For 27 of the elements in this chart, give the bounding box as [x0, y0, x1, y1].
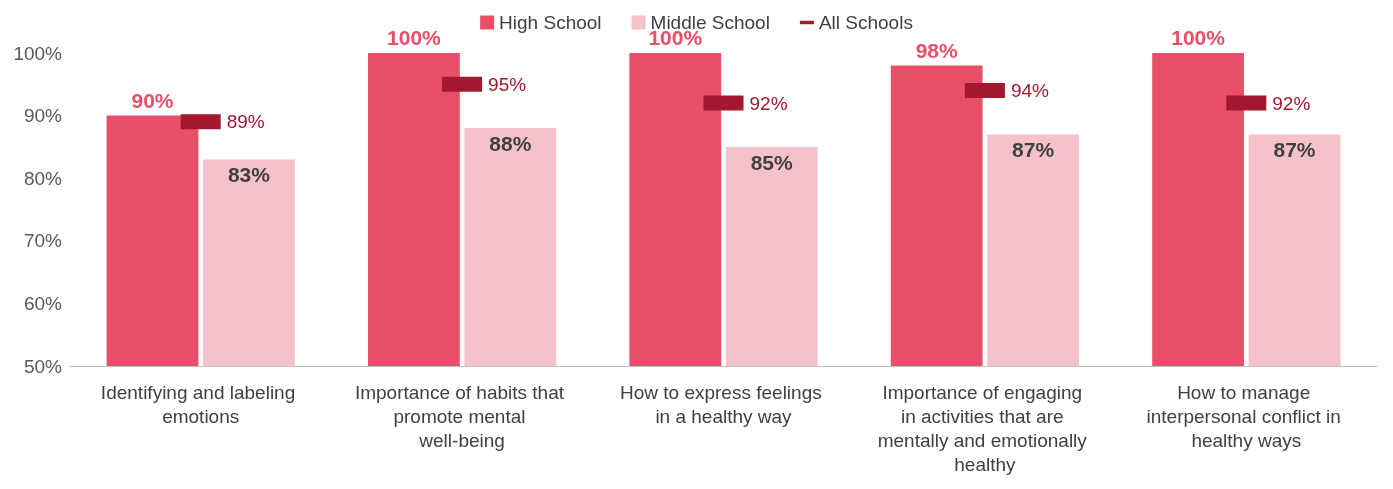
y-tick-label: 90% — [23, 105, 63, 127]
x-tick-label: Importance of habits that promote mental well-being — [354, 381, 570, 451]
data-label: 89% — [226, 111, 265, 133]
x-tick-label: Identifying and labeling emotions — [100, 381, 301, 427]
data-label: 88% — [489, 132, 532, 156]
y-tick-label: 60% — [23, 292, 63, 314]
data-label: 95% — [488, 73, 527, 95]
data-label: 85% — [750, 150, 794, 174]
data-label: 83% — [227, 163, 271, 187]
y-tick-label: 50% — [23, 355, 63, 377]
data-label: 90% — [131, 88, 174, 112]
data-label: 92% — [1272, 92, 1311, 114]
y-tick-label: 70% — [23, 230, 63, 252]
data-label: 92% — [749, 92, 788, 114]
y-tick-label: 80% — [23, 167, 63, 189]
legend-label: All Schools — [818, 12, 913, 33]
y-tick-label: 100% — [13, 42, 63, 64]
data-label: 94% — [1010, 80, 1050, 102]
data-label: 87% — [1012, 138, 1055, 162]
data-label: 87% — [1273, 138, 1316, 162]
data-label: 100% — [387, 26, 442, 49]
data-label: 100% — [1171, 26, 1226, 49]
data-label: 98% — [915, 38, 959, 62]
legend-label: High School — [499, 12, 602, 33]
x-tick-label: Importance of engaging in activities that are mentally and emotionally healthy — [877, 381, 1093, 475]
x-tick-label: How to manage interpersonal conflict in healthy ways — [1146, 381, 1347, 451]
x-tick-label: How to express feelings in a healthy way — [620, 381, 827, 427]
